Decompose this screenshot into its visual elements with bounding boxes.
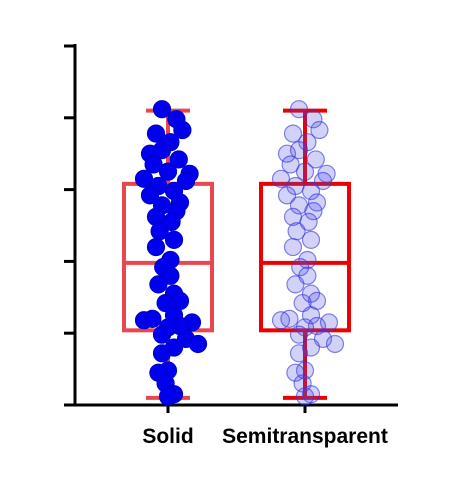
point-1-40 <box>301 338 321 357</box>
point-1-23 <box>283 237 303 257</box>
point-0-23 <box>146 237 166 257</box>
point-0-12 <box>176 171 196 191</box>
point-1-43 <box>286 363 305 382</box>
point-0-6 <box>152 141 172 160</box>
point-1-11 <box>271 169 291 188</box>
point-1-14 <box>301 181 321 201</box>
point-0-7 <box>169 150 188 169</box>
category-label-semitransparent: Semitransparent <box>222 425 388 448</box>
point-1-9 <box>295 162 315 181</box>
point-1-1 <box>304 110 323 129</box>
axes <box>64 44 398 413</box>
point-0-20 <box>162 212 181 232</box>
series-0 <box>134 100 208 406</box>
category-label-solid: Solid <box>142 425 193 448</box>
point-1-15 <box>277 186 297 205</box>
data-points <box>134 100 345 406</box>
point-0-8 <box>144 155 163 174</box>
point-1-18 <box>304 202 323 221</box>
point-1-2 <box>310 120 329 140</box>
point-1-36 <box>295 318 315 337</box>
point-0-11 <box>134 169 154 188</box>
point-0-15 <box>140 186 160 205</box>
point-1-46 <box>295 387 315 406</box>
point-1-27 <box>286 275 305 294</box>
point-1-20 <box>299 212 318 232</box>
category-labels: Solid Semitransparent <box>142 425 388 448</box>
point-0-9 <box>158 162 178 181</box>
point-0-33 <box>143 309 162 328</box>
point-1-3 <box>283 124 303 143</box>
point-0-3 <box>146 124 166 143</box>
box-1 <box>259 108 351 400</box>
point-1-22 <box>301 230 321 249</box>
point-0-22 <box>164 230 184 249</box>
point-0-41 <box>152 344 172 363</box>
point-0-2 <box>173 120 192 140</box>
point-1-24 <box>298 250 317 270</box>
point-0-37 <box>152 325 172 344</box>
point-0-46 <box>158 387 178 406</box>
point-1-41 <box>289 344 309 363</box>
point-1-33 <box>280 309 299 328</box>
point-0-39 <box>188 334 208 354</box>
point-1-7 <box>306 150 325 169</box>
point-0-27 <box>149 275 168 294</box>
series-1 <box>271 100 345 406</box>
point-1-37 <box>289 325 309 344</box>
point-1-39 <box>325 334 345 354</box>
point-0-0 <box>152 100 172 119</box>
point-1-0 <box>289 100 309 119</box>
point-1-6 <box>289 141 309 160</box>
point-1-12 <box>313 171 333 191</box>
point-1-5 <box>277 144 297 163</box>
point-1-8 <box>281 155 300 174</box>
point-1-34 <box>319 313 339 332</box>
